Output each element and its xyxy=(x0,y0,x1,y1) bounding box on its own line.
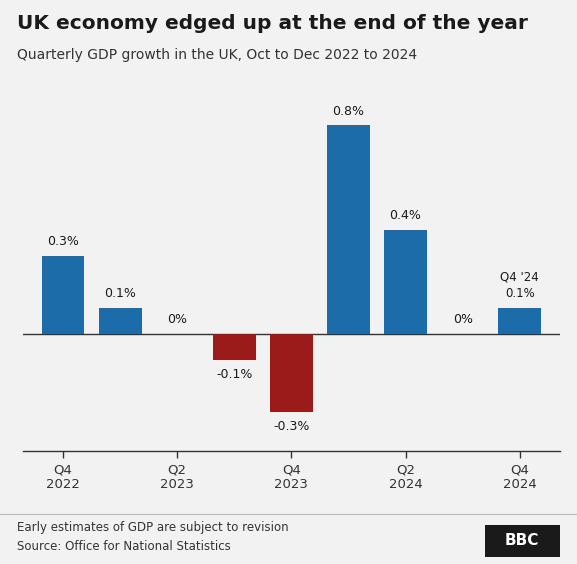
Text: Q4 '24
0.1%: Q4 '24 0.1% xyxy=(500,270,539,300)
Bar xyxy=(270,334,313,412)
Bar xyxy=(327,125,370,334)
Text: 0%: 0% xyxy=(452,313,473,326)
Bar xyxy=(213,334,256,360)
Text: 0%: 0% xyxy=(167,313,187,326)
Text: 0.3%: 0.3% xyxy=(47,235,79,248)
Bar xyxy=(42,255,84,334)
Text: -0.1%: -0.1% xyxy=(216,368,253,381)
Bar xyxy=(99,308,141,334)
Text: 0.1%: 0.1% xyxy=(104,287,136,300)
Text: 0.4%: 0.4% xyxy=(389,209,421,222)
Text: Source: Office for National Statistics: Source: Office for National Statistics xyxy=(17,540,231,553)
Text: BBC: BBC xyxy=(505,534,539,548)
Text: Quarterly GDP growth in the UK, Oct to Dec 2022 to 2024: Quarterly GDP growth in the UK, Oct to D… xyxy=(17,48,417,62)
Bar xyxy=(499,308,541,334)
Bar xyxy=(384,230,427,334)
Text: 0.8%: 0.8% xyxy=(332,105,365,118)
Text: UK economy edged up at the end of the year: UK economy edged up at the end of the ye… xyxy=(17,14,528,33)
Text: -0.3%: -0.3% xyxy=(273,420,310,433)
Text: Early estimates of GDP are subject to revision: Early estimates of GDP are subject to re… xyxy=(17,521,289,534)
